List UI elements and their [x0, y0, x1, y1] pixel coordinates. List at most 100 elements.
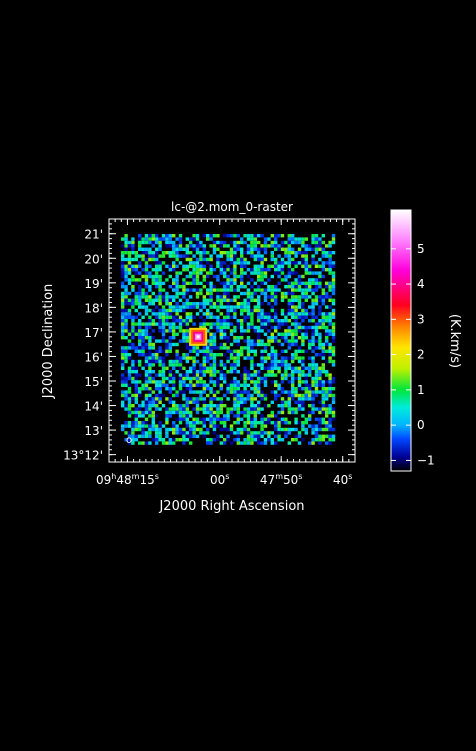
heatmap-pixel	[314, 329, 319, 333]
heatmap-pixel	[277, 339, 281, 343]
heatmap-pixel	[331, 380, 336, 384]
heatmap-pixel	[318, 434, 322, 438]
heatmap-pixel	[202, 264, 206, 268]
heatmap-pixel	[229, 410, 234, 415]
heatmap-pixel	[321, 325, 325, 330]
heatmap-pixel	[270, 410, 274, 415]
heatmap-pixel	[202, 346, 206, 350]
heatmap-pixel	[206, 410, 210, 415]
heatmap-pixel	[311, 407, 315, 411]
heatmap-pixel	[141, 346, 145, 350]
heatmap-pixel	[233, 397, 237, 401]
heatmap-pixel	[158, 298, 162, 302]
heatmap-pixel	[291, 312, 295, 316]
heatmap-pixel	[257, 251, 261, 255]
heatmap-pixel	[127, 373, 132, 377]
heatmap-pixel	[294, 285, 298, 289]
heatmap-pixel	[328, 434, 332, 438]
heatmap-pixel	[127, 346, 132, 350]
heatmap-pixel	[121, 393, 125, 398]
heatmap-pixel	[284, 366, 288, 370]
heatmap-pixel	[178, 431, 183, 435]
heatmap-pixel	[297, 370, 302, 374]
heatmap-pixel	[172, 325, 176, 330]
heatmap-pixel	[280, 363, 285, 367]
heatmap-pixel	[308, 414, 312, 418]
heatmap-pixel	[226, 268, 230, 272]
heatmap-pixel	[178, 421, 183, 425]
heatmap-pixel	[226, 370, 230, 374]
heatmap-pixel	[195, 427, 200, 432]
heatmap-pixel	[178, 240, 183, 245]
heatmap-pixel	[260, 380, 264, 384]
heatmap-pixel	[250, 380, 254, 384]
heatmap-pixel	[151, 390, 155, 394]
heatmap-pixel	[189, 390, 193, 394]
heatmap-pixel	[195, 240, 200, 245]
heatmap-pixel	[294, 349, 298, 353]
heatmap-pixel	[229, 285, 234, 289]
heatmap-pixel	[219, 298, 223, 302]
heatmap-pixel	[158, 359, 162, 364]
heatmap-pixel	[121, 383, 125, 387]
heatmap-pixel	[172, 244, 176, 248]
heatmap-pixel	[246, 353, 251, 357]
heatmap-pixel	[287, 247, 291, 251]
heatmap-pixel	[172, 281, 176, 285]
heatmap-pixel	[274, 349, 278, 353]
heatmap-pixel	[328, 322, 332, 326]
heatmap-pixel	[229, 251, 234, 255]
colorbar-label: (K.km/s)	[447, 314, 462, 368]
heatmap-pixel	[321, 380, 325, 384]
heatmap-pixel	[141, 281, 145, 285]
heatmap-pixel	[219, 288, 223, 292]
heatmap-pixel	[206, 366, 210, 370]
heatmap-pixel	[311, 376, 315, 381]
heatmap-pixel	[291, 383, 295, 387]
heatmap-pixel	[243, 305, 247, 309]
heatmap-pixel	[216, 288, 220, 292]
heatmap-pixel	[257, 285, 261, 289]
heatmap-pixel	[195, 417, 200, 421]
heatmap-pixel	[185, 410, 189, 415]
heatmap-pixel	[178, 414, 183, 418]
heatmap-pixel	[246, 410, 251, 415]
heatmap-pixel	[325, 407, 329, 411]
heatmap-pixel	[263, 417, 268, 421]
heatmap-pixel	[172, 329, 176, 333]
heatmap-pixel	[175, 404, 179, 408]
heatmap-pixel	[301, 295, 305, 299]
heatmap-pixel	[121, 244, 125, 248]
heatmap-pixel	[274, 383, 278, 387]
heatmap-pixel	[216, 434, 220, 438]
heatmap-pixel	[246, 383, 251, 387]
heatmap-pixel	[233, 247, 237, 251]
heatmap-pixel	[284, 329, 288, 333]
heatmap-pixel	[148, 359, 152, 364]
heatmap-pixel	[274, 329, 278, 333]
heatmap-pixel	[233, 325, 237, 330]
heatmap-pixel	[155, 257, 159, 262]
heatmap-pixel	[121, 281, 125, 285]
heatmap-pixel	[328, 390, 332, 394]
heatmap-pixel	[311, 291, 315, 296]
heatmap-pixel	[325, 325, 329, 330]
heatmap-pixel	[314, 264, 319, 268]
heatmap-pixel	[155, 251, 159, 255]
heatmap-pixel	[229, 308, 234, 313]
heatmap-pixel	[199, 376, 203, 381]
heatmap-pixel	[314, 363, 319, 367]
heatmap-pixel	[178, 404, 183, 408]
heatmap-pixel	[311, 427, 315, 432]
heatmap-pixel	[158, 247, 162, 251]
heatmap-pixel	[236, 407, 240, 411]
heatmap-pixel	[175, 315, 179, 319]
heatmap-pixel	[277, 319, 281, 323]
heatmap-pixel	[131, 305, 135, 309]
heatmap-pixel	[165, 237, 169, 241]
heatmap-pixel	[216, 380, 220, 384]
heatmap-pixel	[267, 315, 271, 319]
heatmap-pixel	[212, 427, 217, 432]
heatmap-pixel	[257, 373, 261, 377]
heatmap-pixel	[134, 346, 138, 350]
